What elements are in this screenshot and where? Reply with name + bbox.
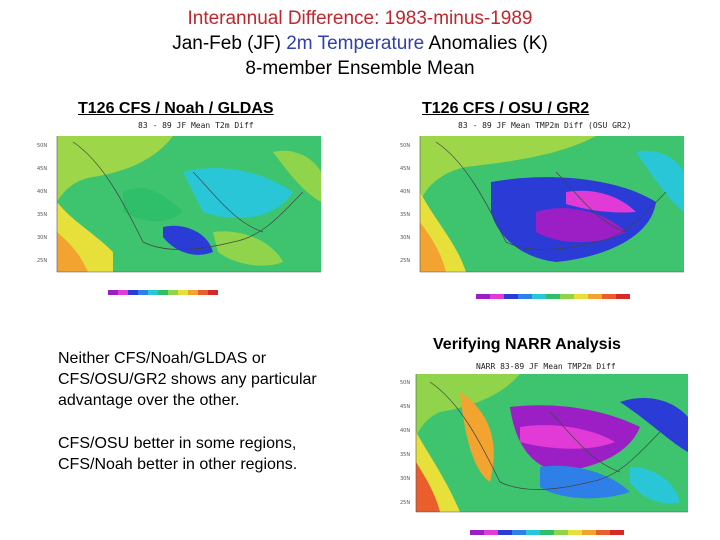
title-line-1: Interannual Difference: 1983-minus-1989 [187,8,533,29]
panel-caption-noah: 83 - 89 JF Mean T2m Diff [138,121,254,130]
svg-text:25N: 25N [37,258,47,264]
title-line-2-highlight: 2m Temperature [286,33,425,54]
svg-text:40N: 40N [400,189,410,195]
svg-text:40N: 40N [400,428,410,434]
note-paragraph-2: CFS/OSU better in some regions, CFS/Noah… [58,435,298,473]
map-osu: 50N 45N 40N 35N 30N 25N [396,132,688,304]
svg-text:30N: 30N [400,476,410,482]
svg-text:50N: 50N [400,143,410,149]
svg-text:50N: 50N [400,380,410,386]
svg-text:35N: 35N [400,452,410,458]
slide-title: Interannual Difference: 1983-minus-1989 … [0,6,720,81]
panel-heading-noah: T126 CFS / Noah / GLDAS [78,100,274,117]
svg-text:40N: 40N [37,189,47,195]
svg-text:50N: 50N [37,143,47,149]
svg-text:30N: 30N [37,235,47,241]
map-narr: 50N 45N 40N 35N 30N 25N [400,372,692,540]
panel-heading-narr: Verifying NARR Analysis [433,336,621,353]
panel-caption-narr: NARR 83-89 JF Mean TMP2m Diff [476,362,616,371]
note-paragraph-1: Neither CFS/Noah/GLDAS or CFS/OSU/GR2 sh… [58,350,317,409]
map-noah: 50N 45N 40N 35N 30N 25N [33,132,325,304]
panel-caption-osu: 83 - 89 JF Mean TMP2m Diff (OSU GR2) [458,121,632,130]
svg-text:45N: 45N [400,166,410,172]
svg-text:35N: 35N [400,212,410,218]
svg-text:45N: 45N [400,404,410,410]
svg-text:35N: 35N [37,212,47,218]
svg-text:30N: 30N [400,235,410,241]
title-line-2-prefix: Jan-Feb (JF) [172,33,287,54]
svg-text:25N: 25N [400,258,410,264]
title-line-3: 8-member Ensemble Mean [245,58,475,79]
panel-heading-osu: T126 CFS / OSU / GR2 [422,100,590,117]
title-line-2: Jan-Feb (JF) 2m Temperature Anomalies (K… [0,31,720,56]
title-line-2-suffix: Anomalies (K) [424,33,548,54]
svg-text:25N: 25N [400,500,410,506]
svg-text:45N: 45N [37,166,47,172]
